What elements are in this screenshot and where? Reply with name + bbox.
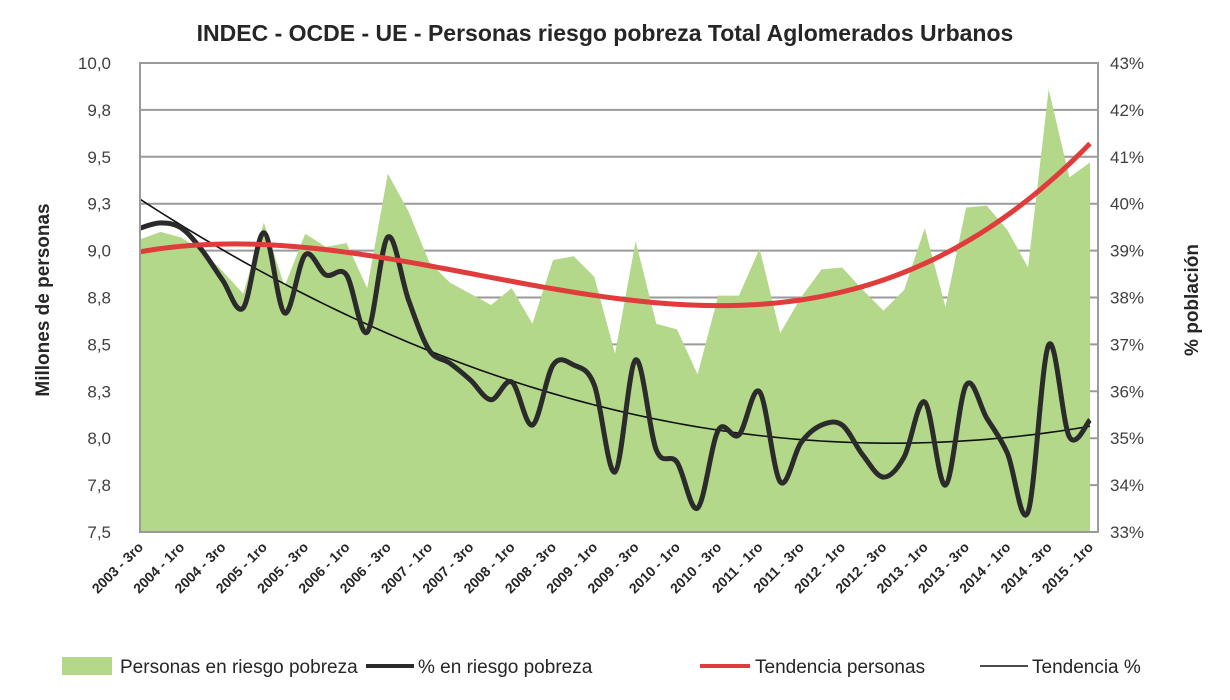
chart-title: INDEC - OCDE - UE - Personas riesgo pobr… [197, 20, 1014, 46]
legend-label: Tendencia % [1032, 657, 1141, 678]
trend-persons-line [139, 141, 1092, 309]
y2-tick-label: 35% [1110, 429, 1144, 448]
y-tick-label: 8,5 [87, 335, 111, 354]
y2-axis-title: % población [1182, 244, 1203, 356]
y2-tick-label: 39% [1110, 242, 1144, 261]
y2-tick-label: 37% [1110, 335, 1144, 354]
y2-tick-label: 33% [1110, 523, 1144, 542]
area-persons [140, 89, 1090, 532]
y-tick-label: 9,5 [87, 148, 111, 167]
line-series [139, 141, 1092, 518]
y-tick-label: 10,0 [78, 54, 111, 73]
y2-tick-label: 36% [1110, 382, 1144, 401]
y-axis-left: 7,5 7,8 8,0 8,3 8,5 8,8 9,0 9,3 9,5 9,8 10,0 [78, 54, 111, 542]
legend: Personas en riesgo pobreza % en riesgo p… [62, 657, 1141, 678]
percent-line [139, 220, 1092, 518]
y2-tick-label: 41% [1110, 148, 1144, 167]
y2-tick-label: 38% [1110, 289, 1144, 308]
trend-percent-line [139, 198, 1091, 444]
y-tick-label: 7,5 [87, 523, 111, 542]
y-axis-right: 33% 34% 35% 36% 37% 38% 39% 40% 41% 42% 43% [1110, 54, 1144, 542]
legend-label: Tendencia personas [755, 657, 925, 678]
y-tick-label: 7,8 [87, 476, 111, 495]
y2-tick-label: 42% [1110, 101, 1144, 120]
y-tick-label: 8,8 [87, 289, 111, 308]
plot-border [139, 62, 1099, 533]
y2-tick-label: 34% [1110, 476, 1144, 495]
plot-frame [139, 62, 1099, 533]
legend-swatch-area [62, 657, 112, 675]
y-tick-label: 8,0 [87, 429, 111, 448]
y2-tick-label: 40% [1110, 195, 1144, 214]
legend-label: % en riesgo pobreza [418, 657, 593, 678]
y-tick-label: 9,8 [87, 101, 111, 120]
y-tick-label: 9,0 [87, 242, 111, 261]
y-tick-label: 9,3 [87, 195, 111, 214]
legend-label: Personas en riesgo pobreza [120, 657, 358, 678]
area-series [140, 89, 1090, 532]
y-axis-title: Millones de personas [33, 203, 54, 396]
y-tick-label: 8,3 [87, 382, 111, 401]
y2-tick-label: 43% [1110, 54, 1144, 73]
